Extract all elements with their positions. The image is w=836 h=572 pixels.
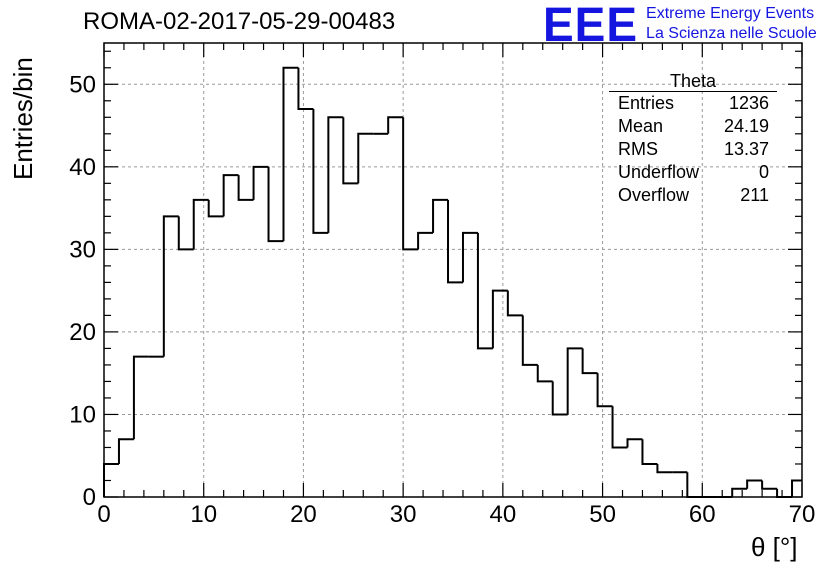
histogram-bin bbox=[461, 231, 478, 283]
histogram-bin bbox=[357, 132, 374, 184]
histogram-bin bbox=[746, 479, 763, 489]
histogram-bin bbox=[327, 116, 344, 233]
eee-logo-text: Extreme Energy Events La Scienza nelle S… bbox=[646, 2, 817, 44]
stats-row-rms: RMS 13.37 bbox=[609, 138, 777, 161]
y-axis-label: Entries/bin bbox=[8, 57, 38, 180]
histogram-bin bbox=[207, 199, 224, 218]
histogram-bin bbox=[731, 487, 748, 497]
x-tick-label: 0 bbox=[97, 501, 110, 528]
histogram-bin bbox=[686, 472, 703, 498]
histogram-title: ROMA-02-2017-05-29-00483 bbox=[83, 8, 396, 35]
x-tick-label: 50 bbox=[589, 501, 616, 528]
histogram-bin bbox=[491, 289, 508, 349]
stats-value: 24.19 bbox=[723, 116, 769, 136]
histogram-bin bbox=[312, 109, 329, 234]
stats-value: 13.37 bbox=[723, 139, 769, 159]
stats-row-overflow: Overflow 211 bbox=[609, 184, 777, 207]
x-axis-label: θ [°] bbox=[751, 532, 798, 562]
histogram-bin bbox=[506, 290, 523, 317]
stats-label: Overflow bbox=[618, 185, 690, 205]
stats-value: 211 bbox=[740, 185, 769, 205]
histogram-bin bbox=[656, 463, 673, 474]
stats-box: Theta Entries 1236 Mean 24.19 RMS 13.37 Und… bbox=[609, 71, 777, 207]
histogram-bin bbox=[237, 175, 254, 201]
histogram-bin bbox=[387, 116, 404, 134]
y-tick-label: 50 bbox=[69, 71, 96, 98]
histogram-bin bbox=[761, 480, 778, 490]
histogram-bin bbox=[581, 348, 598, 375]
tick-labels: 0 10 20 30 40 50 60 70 0 10 20 30 40 50 bbox=[69, 71, 815, 528]
histogram-bin bbox=[476, 232, 493, 350]
histogram-bin bbox=[267, 166, 284, 243]
histogram-bin bbox=[297, 67, 314, 111]
histogram-bin bbox=[192, 198, 209, 250]
x-tick-label: 10 bbox=[190, 501, 217, 528]
histogram-bin bbox=[432, 198, 449, 233]
histogram-bin bbox=[402, 117, 419, 251]
plot-frame bbox=[103, 42, 803, 498]
histogram-bin bbox=[117, 438, 134, 464]
x-tick-label: 70 bbox=[789, 501, 816, 528]
grid-lines bbox=[104, 43, 802, 497]
histogram-bin bbox=[536, 364, 553, 383]
x-tick-label: 60 bbox=[689, 501, 716, 528]
histogram-bin bbox=[162, 215, 179, 357]
y-tick-label: 30 bbox=[69, 236, 96, 263]
stats-row-underflow: Underflow 0 bbox=[609, 161, 777, 184]
stats-title: Theta bbox=[609, 71, 777, 92]
brand-line-1: Extreme Energy Events bbox=[646, 5, 815, 22]
histogram-bin bbox=[132, 355, 149, 440]
x-tick-label: 30 bbox=[390, 501, 417, 528]
eee-logo-mark: EEE bbox=[543, 0, 639, 52]
stats-label: Mean bbox=[618, 116, 664, 136]
axis-ticks bbox=[103, 43, 803, 498]
histogram-bin bbox=[282, 66, 299, 242]
histogram-bin bbox=[566, 347, 583, 415]
histogram-bin bbox=[177, 216, 194, 251]
histogram-bin bbox=[791, 479, 802, 497]
y-tick-label: 20 bbox=[69, 319, 96, 346]
histogram-bin bbox=[596, 373, 613, 408]
histogram-bin bbox=[641, 439, 658, 465]
stats-row-mean: Mean 24.19 bbox=[609, 115, 777, 138]
y-tick-label: 40 bbox=[69, 154, 96, 181]
x-tick-label: 40 bbox=[490, 501, 517, 528]
stats-row-entries: Entries 1236 bbox=[609, 92, 777, 115]
histogram-bin bbox=[776, 488, 793, 498]
brand-line-2: La Scienza nelle Scuole bbox=[646, 25, 817, 42]
y-tick-label: 10 bbox=[69, 401, 96, 428]
stats-label: RMS bbox=[618, 139, 658, 159]
stats-value: 0 bbox=[758, 162, 769, 182]
histogram-bin bbox=[252, 165, 269, 200]
histogram-bars bbox=[104, 66, 802, 498]
histogram-bin bbox=[611, 406, 628, 449]
histogram-bin bbox=[342, 117, 359, 185]
eee-logo: EEE Extreme Energy Events La Scienza nel… bbox=[543, 0, 817, 52]
histogram-bin bbox=[521, 315, 538, 366]
stats-value: 1236 bbox=[728, 93, 769, 113]
histogram-bin bbox=[447, 199, 463, 284]
histogram-bin bbox=[222, 174, 239, 217]
histogram-bin bbox=[417, 231, 434, 250]
stats-label: Underflow bbox=[618, 162, 700, 182]
stats-label: Entries bbox=[618, 93, 675, 113]
histogram-bin bbox=[551, 381, 568, 416]
x-tick-label: 20 bbox=[290, 501, 317, 528]
histogram-bin bbox=[626, 438, 643, 448]
y-tick-label: 0 bbox=[83, 484, 96, 511]
